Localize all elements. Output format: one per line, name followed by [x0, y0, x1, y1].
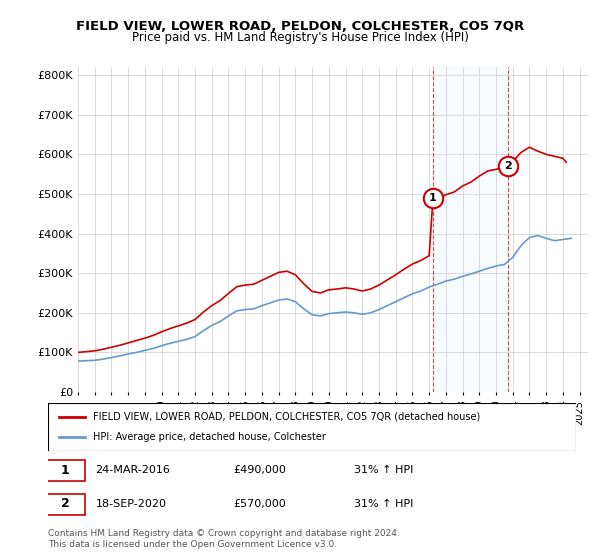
Text: 18-SEP-2020: 18-SEP-2020	[95, 498, 167, 508]
Text: 2: 2	[61, 497, 70, 510]
Text: £570,000: £570,000	[233, 498, 286, 508]
Text: 24-MAR-2016: 24-MAR-2016	[95, 465, 170, 475]
Text: 1: 1	[61, 464, 70, 477]
Text: 1: 1	[429, 193, 437, 203]
Text: HPI: Average price, detached house, Colchester: HPI: Average price, detached house, Colc…	[93, 432, 326, 442]
Bar	[433, 67, 508, 392]
Text: FIELD VIEW, LOWER ROAD, PELDON, COLCHESTER, CO5 7QR: FIELD VIEW, LOWER ROAD, PELDON, COLCHEST…	[76, 20, 524, 32]
FancyBboxPatch shape	[48, 403, 576, 451]
Text: 2: 2	[504, 161, 512, 171]
Text: Price paid vs. HM Land Registry's House Price Index (HPI): Price paid vs. HM Land Registry's House …	[131, 31, 469, 44]
Text: 31% ↑ HPI: 31% ↑ HPI	[354, 498, 413, 508]
Text: FIELD VIEW, LOWER ROAD, PELDON, COLCHESTER, CO5 7QR (detached house): FIELD VIEW, LOWER ROAD, PELDON, COLCHEST…	[93, 412, 480, 422]
Text: £490,000: £490,000	[233, 465, 286, 475]
Text: 31% ↑ HPI: 31% ↑ HPI	[354, 465, 413, 475]
FancyBboxPatch shape	[46, 493, 85, 515]
FancyBboxPatch shape	[46, 460, 85, 481]
Text: Contains HM Land Registry data © Crown copyright and database right 2024.
This d: Contains HM Land Registry data © Crown c…	[48, 529, 400, 549]
